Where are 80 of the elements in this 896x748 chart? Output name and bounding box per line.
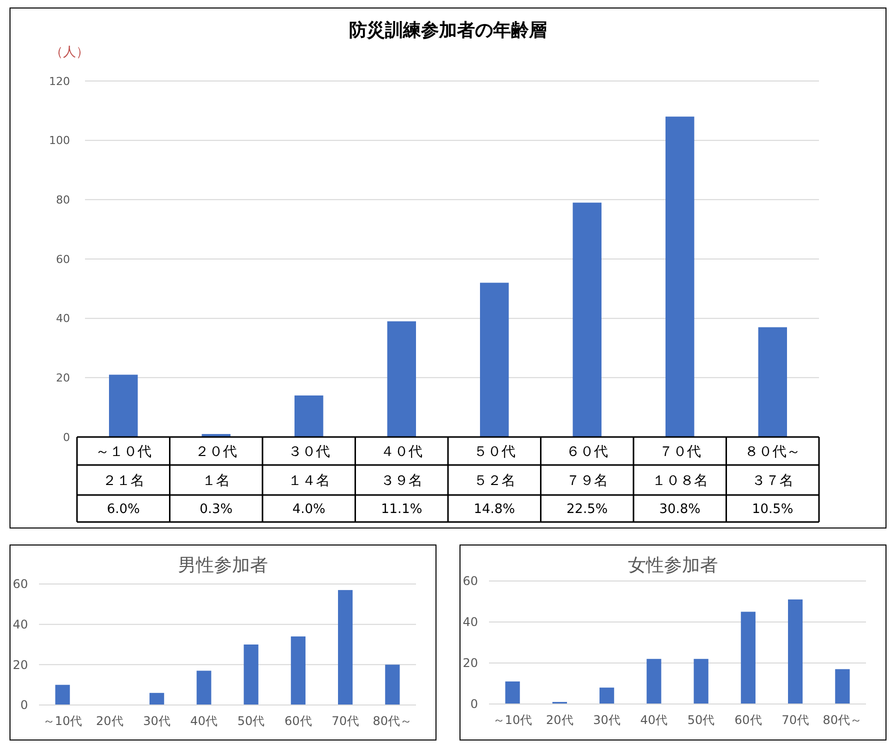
- bar: [55, 684, 70, 705]
- bar: [244, 644, 258, 705]
- data-label: １０８名: [652, 472, 708, 489]
- x-tick-label: ～10代: [492, 713, 532, 727]
- y-tick-label: 40: [56, 312, 70, 326]
- text: 4.0%: [292, 502, 326, 518]
- y-tick-label: 60: [56, 252, 70, 266]
- x-tick-label: 70代: [782, 713, 809, 727]
- x-tick-label: ８０代～: [744, 444, 801, 460]
- bar: [646, 658, 662, 704]
- chart-title: 男性参加者: [178, 555, 268, 576]
- data-label: １名: [202, 472, 230, 489]
- bar: [788, 599, 803, 704]
- x-tick-label: 30代: [593, 713, 620, 727]
- x-tick-label: ４０代: [380, 444, 423, 460]
- data-label: ２１名: [102, 472, 144, 489]
- x-tick-label: 80代～: [822, 713, 862, 727]
- y-tick-label: 40: [462, 615, 478, 630]
- text: 30.8%: [659, 502, 701, 518]
- y-tick-label: 60: [462, 574, 478, 588]
- bar: [385, 664, 400, 705]
- y-tick-label: 20: [462, 656, 478, 670]
- chart-title: 女性参加者: [628, 555, 718, 576]
- y-tick-label: 100: [49, 134, 70, 148]
- bar: [480, 282, 509, 437]
- bar: [387, 321, 416, 437]
- x-tick-label: 30代: [143, 714, 170, 728]
- text: 14.8%: [474, 502, 516, 518]
- y-tick-label: 0: [63, 430, 70, 444]
- bar: [758, 327, 787, 437]
- x-tick-label: 40代: [640, 713, 668, 727]
- y-tick-label: 20: [56, 372, 70, 385]
- y-tick-label: 120: [49, 74, 70, 88]
- data-label: ３９名: [380, 472, 423, 489]
- x-tick-label: ５０代: [473, 444, 516, 460]
- text: 6.0%: [106, 502, 140, 518]
- bar: [835, 669, 850, 704]
- x-tick-label: ２０代: [195, 444, 238, 460]
- y-tick-label: 60: [12, 577, 28, 592]
- data-label: ７９名: [566, 472, 608, 489]
- bar: [572, 202, 602, 437]
- bar: [505, 681, 520, 704]
- data-label: ５２名: [473, 472, 516, 489]
- bar: [150, 692, 164, 705]
- bar: [694, 658, 708, 704]
- text: 22.5%: [566, 502, 608, 518]
- text: 11.1%: [380, 502, 422, 518]
- x-tick-label: ７０代: [658, 444, 701, 460]
- x-tick-label: ６０代: [566, 444, 608, 460]
- x-tick-label: 70代: [332, 714, 359, 728]
- x-tick-label: ３０代: [288, 444, 330, 460]
- x-tick-label: 20代: [546, 713, 574, 727]
- x-tick-label: 60代: [734, 713, 762, 727]
- bar: [600, 688, 614, 704]
- text: 0.3%: [200, 502, 233, 518]
- y-tick-label: 80: [56, 194, 70, 207]
- chart-title: 防災訓練参加者の年齢層: [349, 20, 547, 41]
- text: 10.5%: [752, 502, 794, 518]
- data-label: ３７名: [752, 472, 794, 489]
- bar: [290, 636, 306, 705]
- y-tick-label: 0: [470, 697, 478, 712]
- bar: [740, 612, 756, 704]
- y-tick-label: 20: [12, 658, 28, 672]
- y-tick-label: 40: [12, 618, 28, 632]
- bar: [294, 395, 324, 437]
- x-tick-label: 50代: [237, 714, 265, 728]
- x-tick-label: 80代～: [372, 714, 412, 728]
- x-tick-label: 60代: [284, 714, 312, 728]
- data-label: １４名: [288, 472, 330, 489]
- x-tick-label: ～10代: [42, 714, 82, 728]
- x-tick-label: 20代: [96, 714, 124, 728]
- bar: [196, 670, 212, 705]
- y-axis-title: （人）: [50, 45, 89, 60]
- bar: [109, 374, 138, 437]
- bar: [338, 590, 353, 705]
- y-tick-label: 0: [20, 698, 28, 712]
- x-tick-label: ～１０代: [95, 444, 152, 460]
- x-tick-label: 50代: [687, 713, 715, 727]
- x-tick-label: 40代: [190, 714, 218, 728]
- bar: [666, 116, 694, 437]
